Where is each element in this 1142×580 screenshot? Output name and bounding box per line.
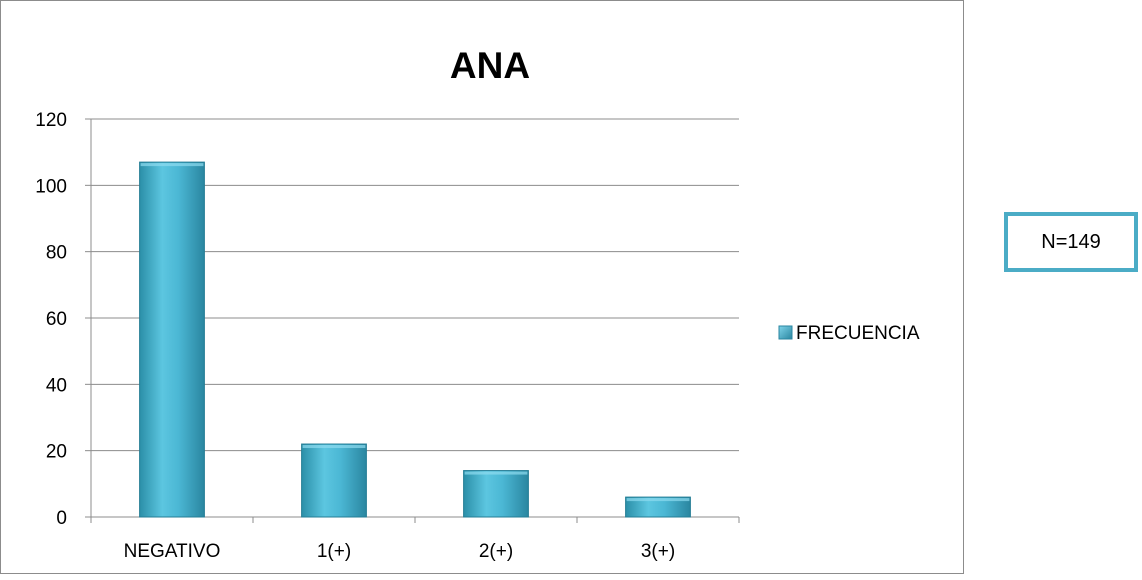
x-tick-labels: NEGATIVO 1(+) 2(+) 3(+) <box>124 541 676 562</box>
chart-title: ANA <box>450 45 530 86</box>
y-tick-label: 120 <box>35 110 67 131</box>
legend-swatch-frecuencia <box>778 325 793 340</box>
bar-1 <box>301 443 367 518</box>
y-tick-label: 100 <box>35 176 67 197</box>
y-tick-label: 20 <box>46 442 67 463</box>
bar-highlight <box>464 471 528 475</box>
bar-highlight <box>140 163 204 167</box>
sample-size-annotation: N=149 <box>1004 212 1138 272</box>
x-tick-label: 3(+) <box>641 541 675 562</box>
x-tick-label: 1(+) <box>317 541 351 562</box>
bar-chart: ANA 0 20 40 60 80 100 120 NEGATIVO 1(+) 2(+) 3(+)… <box>35 45 920 562</box>
y-tick-label: 0 <box>56 508 67 529</box>
sample-size-label: N=149 <box>1041 230 1101 253</box>
bar <box>301 443 367 518</box>
y-tick-labels: 0 20 40 60 80 100 120 <box>35 110 67 529</box>
bar <box>625 496 691 518</box>
legend: FRECUENCIA <box>778 323 920 344</box>
bar <box>139 161 205 518</box>
y-tick-label: 40 <box>46 375 67 396</box>
x-tick-label: NEGATIVO <box>124 541 221 562</box>
bar-negativo <box>139 161 205 518</box>
y-tick-label: 60 <box>46 309 67 330</box>
bar-highlight <box>302 445 366 449</box>
bar <box>463 470 529 518</box>
bars <box>139 161 691 518</box>
legend-label-frecuencia: FRECUENCIA <box>796 323 920 344</box>
chart-frame: ANA 0 20 40 60 80 100 120 NEGATIVO 1(+) 2(+) 3(+)… <box>0 0 964 574</box>
bar-2 <box>463 470 529 518</box>
x-tick-label: 2(+) <box>479 541 513 562</box>
y-tick-label: 80 <box>46 243 67 264</box>
bar-highlight <box>626 498 690 502</box>
bar-3 <box>625 496 691 518</box>
